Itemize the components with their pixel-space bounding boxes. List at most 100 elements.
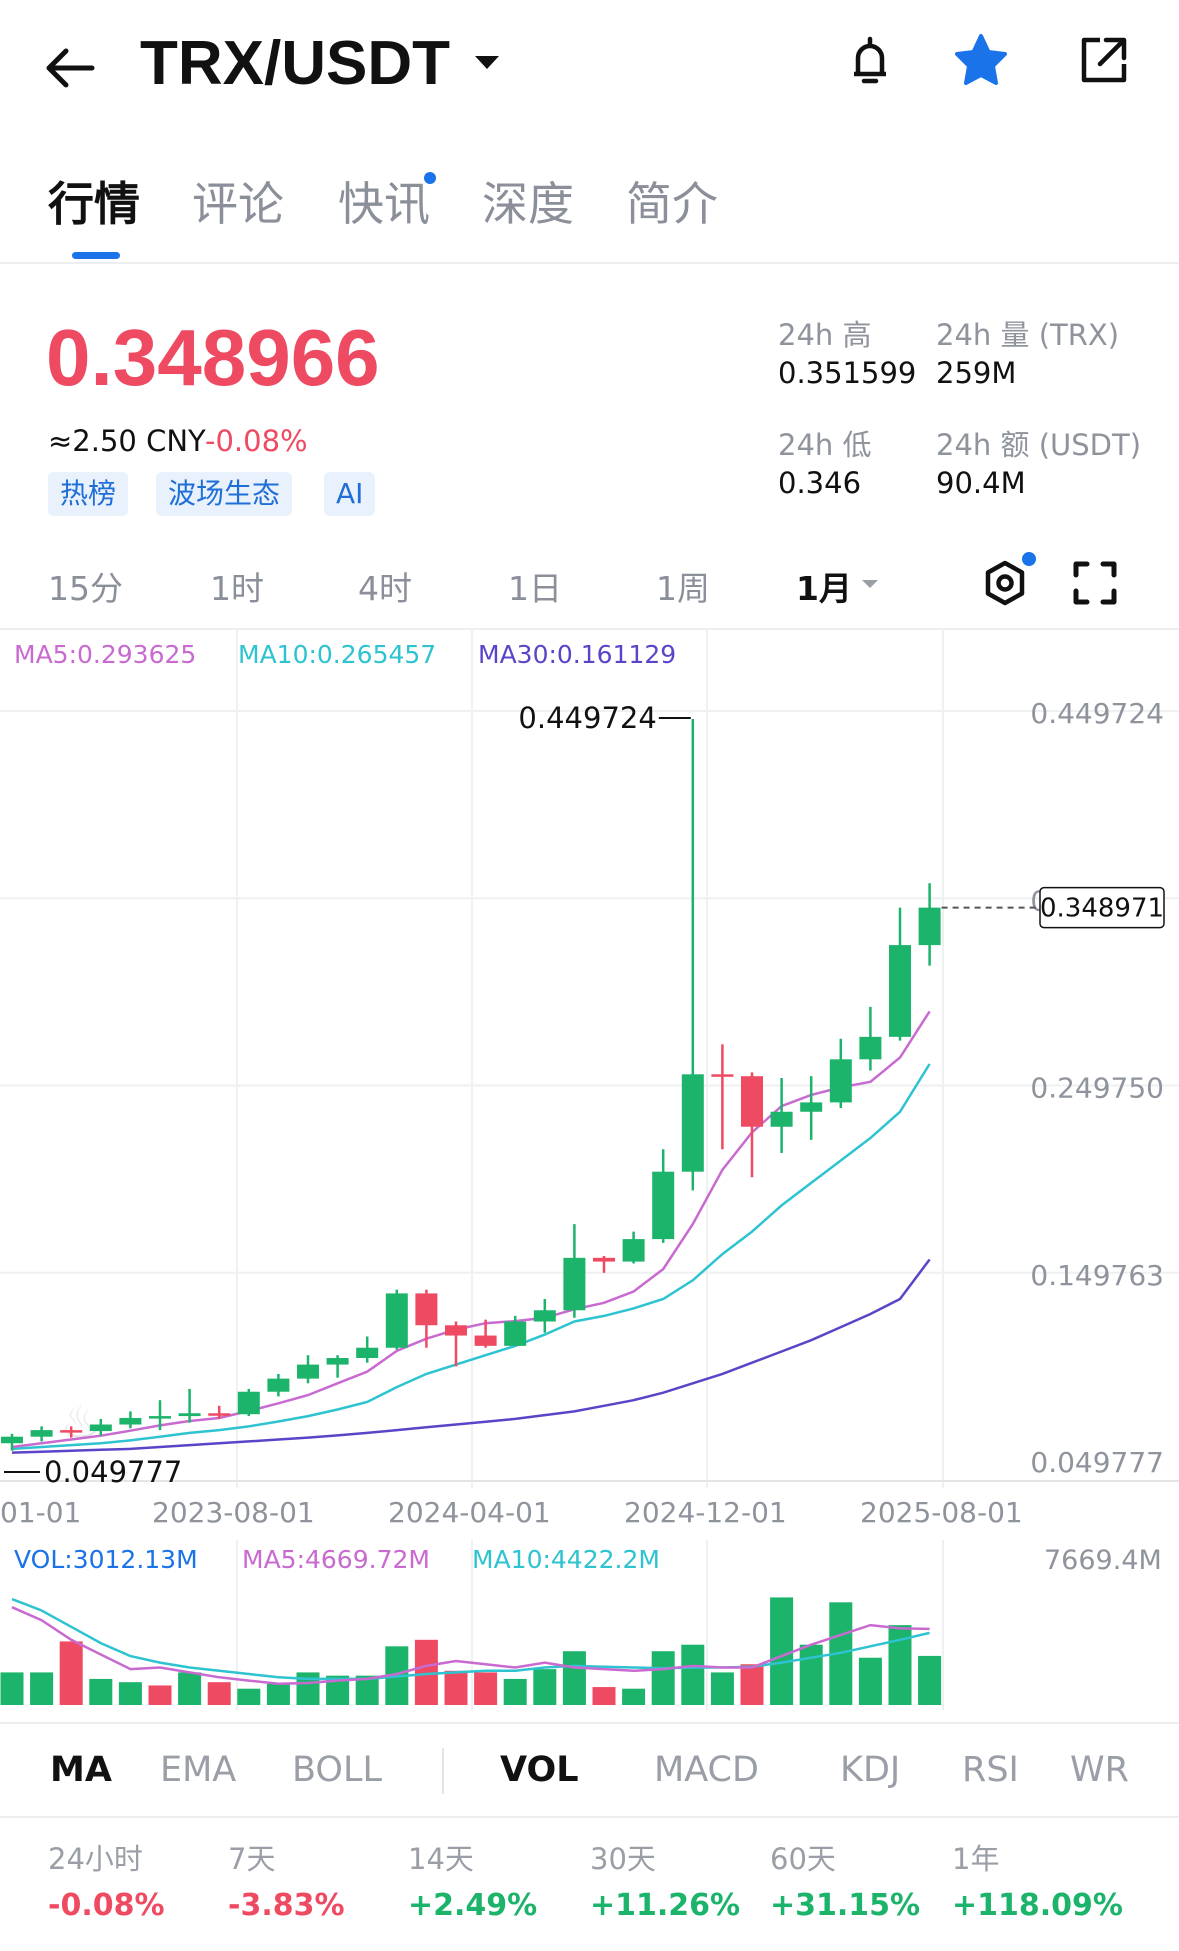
performance-period-label: 14天 [408, 1842, 474, 1876]
candlestick-chart[interactable]: ♨0.4497240.3497370.2497500.1497630.04977… [0, 628, 1179, 1488]
fullscreen-icon[interactable] [1070, 558, 1120, 608]
indicator-bottom-divider [0, 1816, 1179, 1818]
candle-body [356, 1347, 379, 1359]
candle-body [208, 1413, 231, 1416]
candle [889, 907, 911, 1041]
star-icon[interactable] [950, 30, 1012, 92]
candle [829, 1038, 852, 1109]
current-price-tag: 0.348971 [1040, 894, 1164, 924]
toolbar-divider [0, 628, 1179, 630]
tab-news[interactable]: 快讯 [338, 177, 430, 231]
ma10-line [11, 1063, 931, 1451]
vol-ma5-legend: MA5:4669.72M [242, 1545, 430, 1574]
back-arrow-icon[interactable] [40, 38, 100, 98]
candle-body [829, 1059, 852, 1103]
candle-body [918, 907, 941, 946]
y-tick-label: 0.149763 [1030, 1259, 1164, 1292]
candle-body [681, 1074, 704, 1172]
tab-intro[interactable]: 简介 [626, 177, 718, 231]
x-tick-label: 2024-12-01 [624, 1496, 787, 1529]
volume-bar [651, 1651, 675, 1705]
performance-period-label: 7天 [228, 1842, 276, 1876]
tf-1d[interactable]: 1日 [508, 569, 562, 608]
candle [326, 1355, 349, 1378]
volume-bar [266, 1683, 290, 1705]
indicator-kdj[interactable]: KDJ [840, 1750, 901, 1790]
tf-15m[interactable]: 15分 [48, 569, 123, 608]
volume-bar [59, 1641, 83, 1705]
indicator-rsi[interactable]: RSI [962, 1750, 1019, 1790]
candle [504, 1315, 527, 1346]
dropdown-caret-icon[interactable] [472, 52, 502, 72]
last-price: 0.348966 [46, 313, 380, 402]
candle [208, 1405, 231, 1419]
performance-change-value: +11.26% [590, 1888, 741, 1923]
candle-body [770, 1111, 793, 1127]
indicator-ma[interactable]: MA [50, 1750, 112, 1790]
tf-4h[interactable]: 4时 [358, 569, 412, 608]
tag-ai[interactable]: AI [324, 472, 376, 516]
y-tick-label: 0.249750 [1030, 1072, 1164, 1105]
indicator-wr[interactable]: WR [1070, 1750, 1129, 1790]
candle-body [445, 1325, 467, 1336]
settings-dot-badge [1022, 552, 1036, 566]
candle-body [533, 1310, 556, 1322]
performance-period-label: 60天 [770, 1842, 836, 1876]
news-dot-badge [424, 172, 436, 184]
candle [385, 1289, 408, 1350]
candle-body [593, 1257, 615, 1262]
indicator-macd[interactable]: MACD [654, 1750, 759, 1790]
tab-market[interactable]: 行情 [48, 177, 140, 231]
tab-active-indicator [72, 252, 120, 259]
x-tick-label: 2023-08-01 [152, 1496, 315, 1529]
candle [60, 1426, 83, 1438]
price-change: -0.08% [205, 424, 308, 458]
tf-1mo[interactable]: 1月 [796, 569, 852, 608]
volume-bar [562, 1651, 586, 1705]
high-label: 24h 高 [778, 318, 872, 352]
candle [593, 1255, 615, 1273]
volume-bar [296, 1672, 320, 1705]
candle [297, 1355, 319, 1384]
volume-bar [0, 1672, 24, 1705]
volume-bar [444, 1670, 468, 1705]
indicator-vol[interactable]: VOL [500, 1750, 579, 1790]
volume-bar [30, 1672, 54, 1705]
candle-body [267, 1378, 290, 1392]
candle-body [711, 1074, 734, 1077]
volume-bar [118, 1682, 142, 1705]
tf-caret-icon[interactable] [860, 576, 880, 590]
candle-body [237, 1391, 260, 1415]
tab-depth[interactable]: 深度 [482, 177, 574, 231]
chart-settings-icon[interactable] [980, 558, 1030, 608]
volume-bar [740, 1664, 764, 1705]
candle [563, 1224, 586, 1318]
volume-bar [503, 1678, 527, 1705]
tf-1w[interactable]: 1周 [656, 569, 710, 608]
indicator-ema[interactable]: EMA [160, 1750, 237, 1790]
candle-body [60, 1430, 83, 1433]
volume-bar [414, 1639, 438, 1705]
tab-comments[interactable]: 评论 [192, 177, 284, 231]
current-price-tag-box [1039, 886, 1165, 929]
pair-title[interactable]: TRX/USDT [140, 29, 450, 98]
performance-change-value: +118.09% [952, 1888, 1123, 1923]
volume-bar [770, 1597, 794, 1705]
volume-chart[interactable] [0, 1540, 1179, 1710]
share-icon[interactable] [1072, 30, 1132, 90]
bell-icon[interactable] [840, 30, 900, 90]
tag-hot[interactable]: 热榜 [48, 472, 129, 516]
amount-value: 90.4M [936, 466, 1026, 500]
ma30-legend: MA30:0.161129 [478, 640, 677, 669]
indicator-boll[interactable]: BOLL [292, 1750, 382, 1790]
ma30-line [11, 1258, 931, 1454]
candle [30, 1426, 53, 1442]
volume-bar [533, 1669, 557, 1705]
volume-bar [592, 1687, 616, 1705]
tabs-divider [0, 262, 1179, 264]
performance-change-value: +31.15% [770, 1888, 921, 1923]
candle [267, 1373, 290, 1397]
tf-1h[interactable]: 1时 [210, 569, 264, 608]
tag-tron-eco[interactable]: 波场生态 [156, 472, 293, 516]
candle [681, 719, 704, 1191]
